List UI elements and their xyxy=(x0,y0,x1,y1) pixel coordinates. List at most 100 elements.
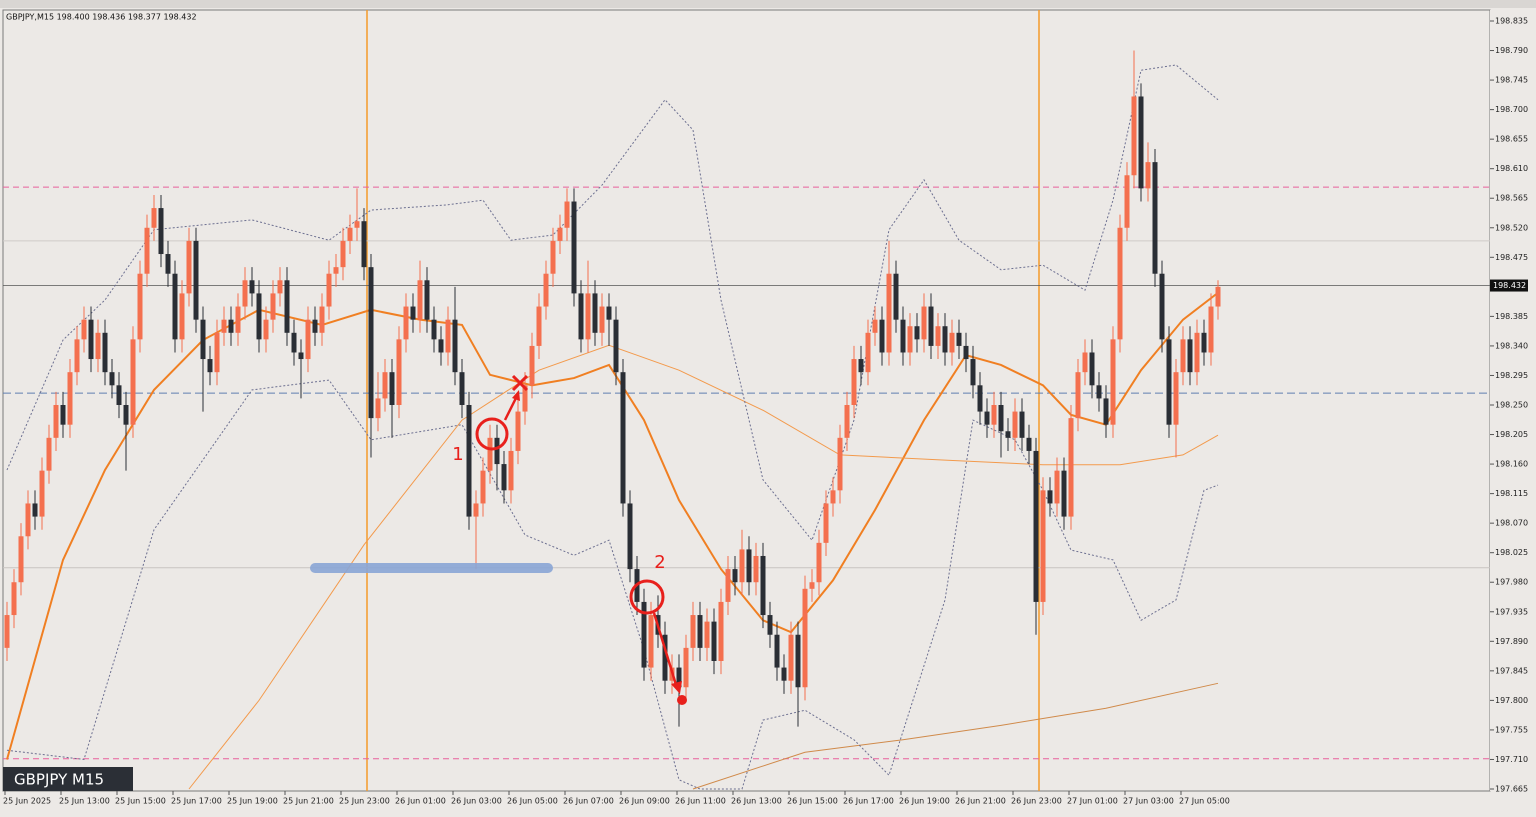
candle-body xyxy=(1110,339,1116,425)
y-tick-label: 197.665 xyxy=(1495,785,1528,794)
candle-body xyxy=(1103,398,1109,425)
candle-body xyxy=(998,405,1004,432)
y-tick-label: 198.745 xyxy=(1495,76,1528,85)
candle-body xyxy=(235,306,241,333)
candle-body xyxy=(711,621,717,661)
candle-body xyxy=(704,621,710,648)
candle-body xyxy=(137,273,143,340)
candle-body xyxy=(60,405,66,425)
candle-body xyxy=(438,339,444,353)
candle-body xyxy=(291,332,297,353)
arrow-head xyxy=(671,681,682,694)
candle-body xyxy=(942,326,948,353)
candle-body xyxy=(935,326,941,346)
candle-body xyxy=(543,273,549,307)
x-tick-label: 26 Jun 19:00 xyxy=(899,797,950,806)
candle-body xyxy=(179,293,185,340)
candle-body xyxy=(256,293,262,340)
candle-body xyxy=(1026,437,1032,451)
candle-body xyxy=(816,542,822,583)
toolbar xyxy=(0,0,1536,8)
candle-body xyxy=(683,647,689,688)
circle-marker xyxy=(475,417,509,451)
candle-body xyxy=(431,319,437,340)
candle-body xyxy=(851,359,857,405)
candle-body xyxy=(53,405,59,438)
candle-body xyxy=(480,470,486,504)
candle-body xyxy=(872,319,878,333)
candle-body xyxy=(74,339,80,373)
candle-body xyxy=(1201,332,1207,353)
y-tick-label: 198.520 xyxy=(1495,223,1528,232)
candle-body xyxy=(739,549,745,583)
x-tick-label: 25 Jun 15:00 xyxy=(115,797,166,806)
candle-body xyxy=(1208,306,1214,353)
candle-body xyxy=(606,306,612,320)
candle-body xyxy=(970,359,976,386)
candle-body xyxy=(487,437,493,471)
candle-body xyxy=(690,615,696,648)
candle-body xyxy=(802,588,808,688)
indicators xyxy=(6,64,1219,790)
candle-body xyxy=(1019,411,1025,438)
candle-body xyxy=(1047,490,1053,504)
y-tick-label: 197.845 xyxy=(1495,666,1528,675)
x-tick-label: 25 Jun 21:00 xyxy=(283,797,334,806)
y-tick-label: 198.475 xyxy=(1495,253,1528,262)
x-tick-label: 26 Jun 13:00 xyxy=(731,797,782,806)
candle-body xyxy=(284,280,290,333)
y-tick-label: 197.935 xyxy=(1495,607,1528,616)
candle-body xyxy=(1096,385,1102,399)
candle-body xyxy=(886,273,892,353)
candle-body xyxy=(823,503,829,543)
annotation-label: 2 xyxy=(654,552,665,573)
candle-body xyxy=(774,634,780,668)
y-tick-label: 198.835 xyxy=(1495,17,1528,26)
candle-body xyxy=(1040,490,1046,602)
candle-body xyxy=(81,319,87,340)
x-tick-label: 26 Jun 21:00 xyxy=(955,797,1006,806)
candle-body xyxy=(354,221,360,228)
candle-body xyxy=(1082,352,1088,373)
candle-body xyxy=(760,555,766,616)
candle-body xyxy=(844,405,850,438)
indicator-line xyxy=(6,64,1219,542)
candle-body xyxy=(417,280,423,320)
symbol-label: GBPJPY M15 xyxy=(14,771,104,789)
candle-body xyxy=(1187,339,1193,373)
x-tick-label: 25 Jun 2025 xyxy=(3,797,51,806)
candle-body xyxy=(347,227,353,241)
candle-body xyxy=(361,221,367,268)
candle-body xyxy=(298,352,304,360)
candle-body xyxy=(95,332,101,360)
candle-body xyxy=(312,319,318,333)
candle-body xyxy=(452,319,458,373)
candle-body xyxy=(508,450,514,491)
circle-marker xyxy=(629,579,665,615)
y-tick-label: 198.160 xyxy=(1495,460,1528,469)
candle-body xyxy=(305,319,311,360)
candle-body xyxy=(242,280,248,307)
candle-body xyxy=(809,582,815,589)
candle-body xyxy=(249,280,255,294)
indicator-line xyxy=(6,291,1219,760)
x-axis: 25 Jun 2025 25 Jun 13:00 25 Jun 15:00 25 Ju… xyxy=(3,791,1230,806)
symbol-box xyxy=(3,767,133,791)
arrow-head xyxy=(512,390,520,401)
candle-body xyxy=(46,437,52,471)
candle-body xyxy=(585,293,591,340)
candle-body xyxy=(326,273,332,307)
candle-body xyxy=(375,398,381,419)
header-info: GBPJPY,M15 198.400 198.436 198.377 198.4… xyxy=(6,13,197,22)
candle-body xyxy=(200,319,206,360)
x-tick-label: 26 Jun 11:00 xyxy=(675,797,726,806)
candle-body xyxy=(746,549,752,583)
indicator-line xyxy=(692,682,1219,790)
y-tick-label: 198.115 xyxy=(1495,489,1528,498)
candle-body xyxy=(1075,372,1081,419)
candle-body xyxy=(333,267,339,274)
candle-body xyxy=(1005,431,1011,438)
candle-body xyxy=(1068,418,1074,517)
candle-body xyxy=(578,293,584,340)
candle-body xyxy=(641,601,647,668)
